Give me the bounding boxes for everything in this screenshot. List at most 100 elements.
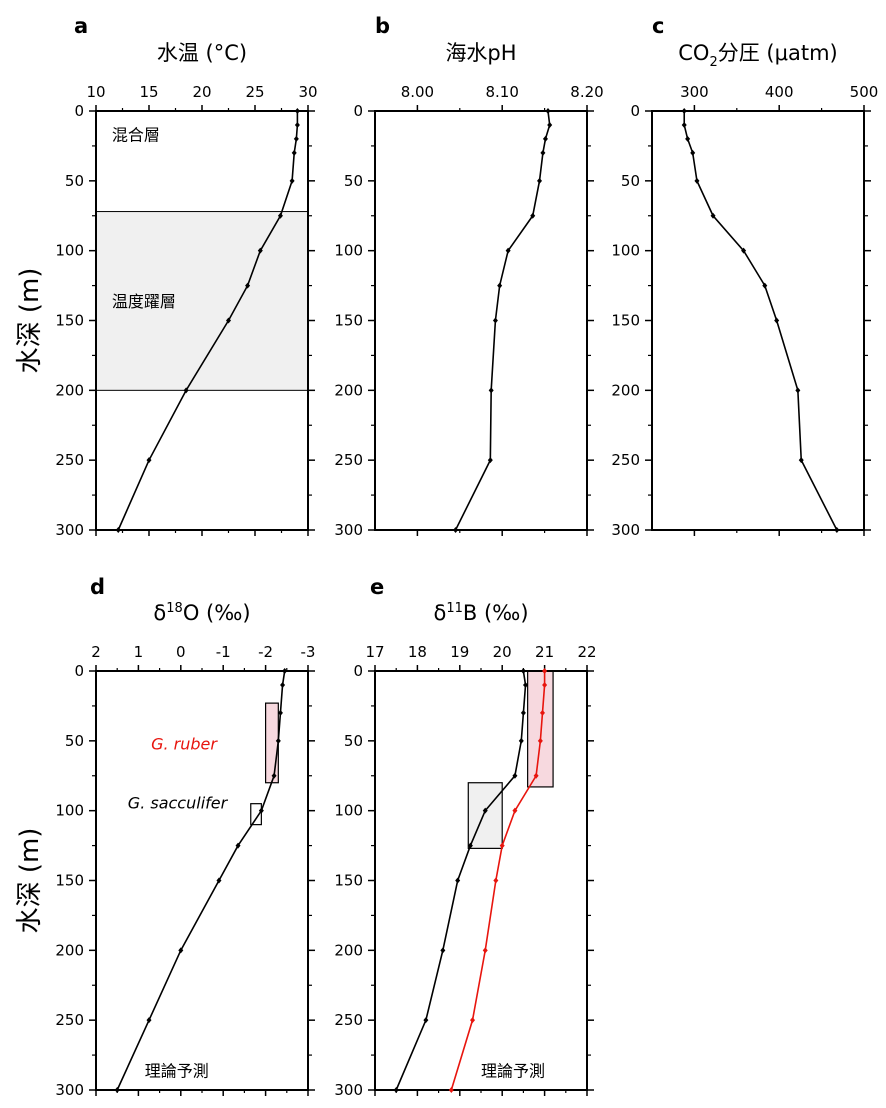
- y-tick-label: 300: [334, 1081, 363, 1099]
- data-point: [277, 709, 283, 716]
- data-point: [505, 247, 511, 254]
- annotation: G. sacculifer: [128, 793, 229, 812]
- data-point: [499, 842, 505, 849]
- data-point: [277, 212, 283, 219]
- data-point: [114, 1087, 120, 1093]
- axis-title: CO2分圧 (μatm): [678, 41, 837, 70]
- data-point: [762, 282, 768, 289]
- x-tick-label: 300: [680, 83, 709, 101]
- measurement-box: [527, 670, 554, 788]
- y-tick-label: 200: [55, 941, 84, 959]
- y-tick-label: 50: [344, 172, 363, 190]
- data-point: [537, 737, 543, 744]
- data-point: [245, 282, 251, 289]
- data-point: [482, 807, 488, 814]
- data-point: [453, 527, 459, 533]
- data-point: [455, 877, 461, 884]
- y-tick-label: 200: [334, 941, 363, 959]
- data-point: [542, 135, 548, 142]
- x-tick-label: 20: [493, 643, 512, 661]
- data-point: [547, 121, 553, 128]
- y-tick-label: 200: [55, 381, 84, 399]
- y-tick-label: 300: [55, 521, 84, 539]
- axis-title: 海水pH: [445, 41, 516, 65]
- plot-frame: [374, 110, 588, 531]
- data-point: [530, 212, 536, 219]
- data-point: [448, 1087, 454, 1093]
- data-point: [774, 317, 780, 324]
- data-point: [798, 457, 804, 464]
- x-tick-label: 0: [176, 643, 186, 661]
- y-tick-label: 300: [334, 521, 363, 539]
- data-point: [540, 149, 546, 156]
- series-line: [395, 670, 527, 1091]
- series-line: [683, 111, 838, 531]
- data-point: [493, 877, 499, 884]
- data-point: [294, 108, 300, 114]
- y-tick-label: 200: [334, 381, 363, 399]
- y-tick-label: 250: [334, 1011, 363, 1029]
- data-point: [512, 807, 518, 814]
- x-tick-label: -1: [216, 643, 231, 661]
- plot-frame: [374, 670, 588, 1091]
- data-point: [488, 387, 494, 394]
- data-point: [393, 1087, 399, 1093]
- data-point: [681, 121, 687, 128]
- y-tick-label: 300: [55, 1081, 84, 1099]
- x-tick-label: 500: [850, 83, 879, 101]
- measurement-box: [265, 702, 279, 784]
- panel-letter: d: [90, 575, 105, 599]
- data-point: [183, 387, 189, 394]
- panel-d: 2 1 0 -1 -2 -3 0 50 100 150 200 250 300 d δ18O (‰) 水深 (…: [15, 575, 315, 1099]
- data-point: [690, 149, 696, 156]
- data-point: [146, 1017, 152, 1024]
- y-tick-label: 100: [611, 242, 640, 260]
- data-point: [537, 177, 543, 184]
- data-point: [289, 177, 295, 184]
- x-tick-label: -2: [258, 643, 273, 661]
- y-axis-label: 水深 (m): [15, 268, 45, 374]
- data-point: [487, 457, 493, 464]
- annotation: 理論予測: [481, 1061, 545, 1080]
- y-axis-label: 水深 (m): [15, 828, 45, 934]
- x-tick-label: 17: [365, 643, 384, 661]
- data-point: [795, 387, 801, 394]
- panel-e: 17 18 19 20 21 22 0 50 100 150 200 250 300 e δ11B (‰) 理…: [334, 575, 596, 1099]
- y-tick-label: 50: [65, 172, 84, 190]
- data-point: [226, 317, 231, 324]
- data-point: [235, 842, 241, 849]
- y-tick-label: 250: [334, 451, 363, 469]
- y-tick-label: 50: [65, 732, 84, 750]
- y-tick-label: 200: [611, 381, 640, 399]
- x-tick-label: 15: [139, 83, 158, 101]
- data-point: [512, 772, 518, 779]
- data-point: [423, 1017, 429, 1024]
- data-point: [497, 282, 503, 289]
- data-point: [741, 247, 747, 254]
- y-tick-label: 100: [55, 802, 84, 820]
- axis-title: 水温 (°C): [157, 41, 247, 65]
- x-tick-label: 30: [298, 83, 317, 101]
- x-tick-label: 400: [765, 83, 794, 101]
- data-point: [271, 772, 277, 779]
- plot-frame: [651, 110, 865, 531]
- data-point: [542, 681, 548, 688]
- data-point: [257, 247, 263, 254]
- data-point: [545, 108, 551, 114]
- data-point: [542, 668, 548, 674]
- thermocline-band: [95, 211, 309, 391]
- data-point: [115, 527, 121, 533]
- data-point: [282, 668, 288, 674]
- data-point: [710, 212, 716, 219]
- x-tick-label: 19: [450, 643, 469, 661]
- panel-b: 8.00 8.10 8.20 0 50 100 150 200 250 300 b 海水pH: [334, 14, 603, 539]
- y-tick-label: 150: [55, 872, 84, 890]
- panel-letter: a: [74, 14, 88, 38]
- data-point: [470, 1017, 476, 1024]
- y-tick-label: 100: [55, 242, 84, 260]
- y-tick-label: 150: [334, 872, 363, 890]
- x-tick-label: 2: [91, 643, 101, 661]
- data-point: [533, 772, 539, 779]
- annotation: G. ruber: [151, 735, 218, 754]
